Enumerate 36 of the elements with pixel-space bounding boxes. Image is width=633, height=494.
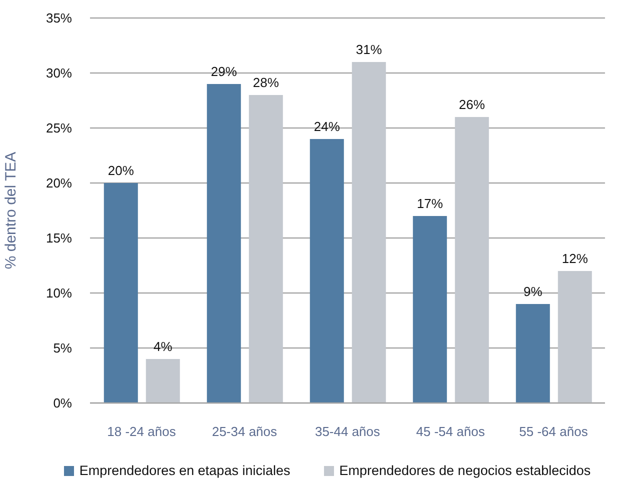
y-tick-label: 20%	[46, 176, 72, 191]
bar	[454, 117, 489, 403]
x-tick-label: 45 -54 años	[416, 424, 486, 440]
y-tick-label: 15%	[46, 230, 72, 246]
bar	[206, 84, 241, 403]
data-label: 31%	[356, 42, 382, 57]
data-label: 28%	[252, 75, 280, 90]
y-tick-label: 5%	[53, 340, 72, 356]
data-label: 20%	[108, 163, 134, 178]
data-label: 29%	[210, 64, 238, 79]
data-label: 26%	[458, 97, 486, 112]
bar	[558, 271, 592, 403]
y-tick-label: 0%	[53, 396, 72, 411]
legend-label: Emprendedores en etapas iniciales	[79, 463, 290, 478]
y-tick-label: 30%	[46, 66, 72, 81]
legend-label: Emprendedores de negocios establecidos	[339, 463, 591, 478]
bar	[248, 95, 283, 403]
data-label: 24%	[314, 119, 340, 134]
bar	[516, 304, 550, 403]
data-label: 12%	[562, 251, 588, 266]
bar	[412, 216, 447, 403]
y-tick-label: 10%	[46, 286, 72, 301]
data-label: 9%	[524, 284, 543, 299]
bar	[310, 139, 344, 403]
bar	[352, 62, 386, 403]
x-tick-label: 55 -64 años	[519, 424, 588, 440]
x-tick-label: 35-44 años	[314, 424, 381, 440]
data-label: 4%	[154, 339, 173, 354]
y-tick-label: 35%	[46, 10, 72, 26]
bar	[146, 359, 180, 403]
y-axis-title: % dentro del TEA	[2, 152, 20, 270]
x-tick-label: 18 -24 años	[107, 424, 176, 440]
bar	[104, 183, 138, 403]
data-label: 17%	[416, 196, 444, 211]
y-tick-label: 25%	[46, 120, 72, 136]
x-tick-label: 25-34 años	[212, 424, 278, 440]
